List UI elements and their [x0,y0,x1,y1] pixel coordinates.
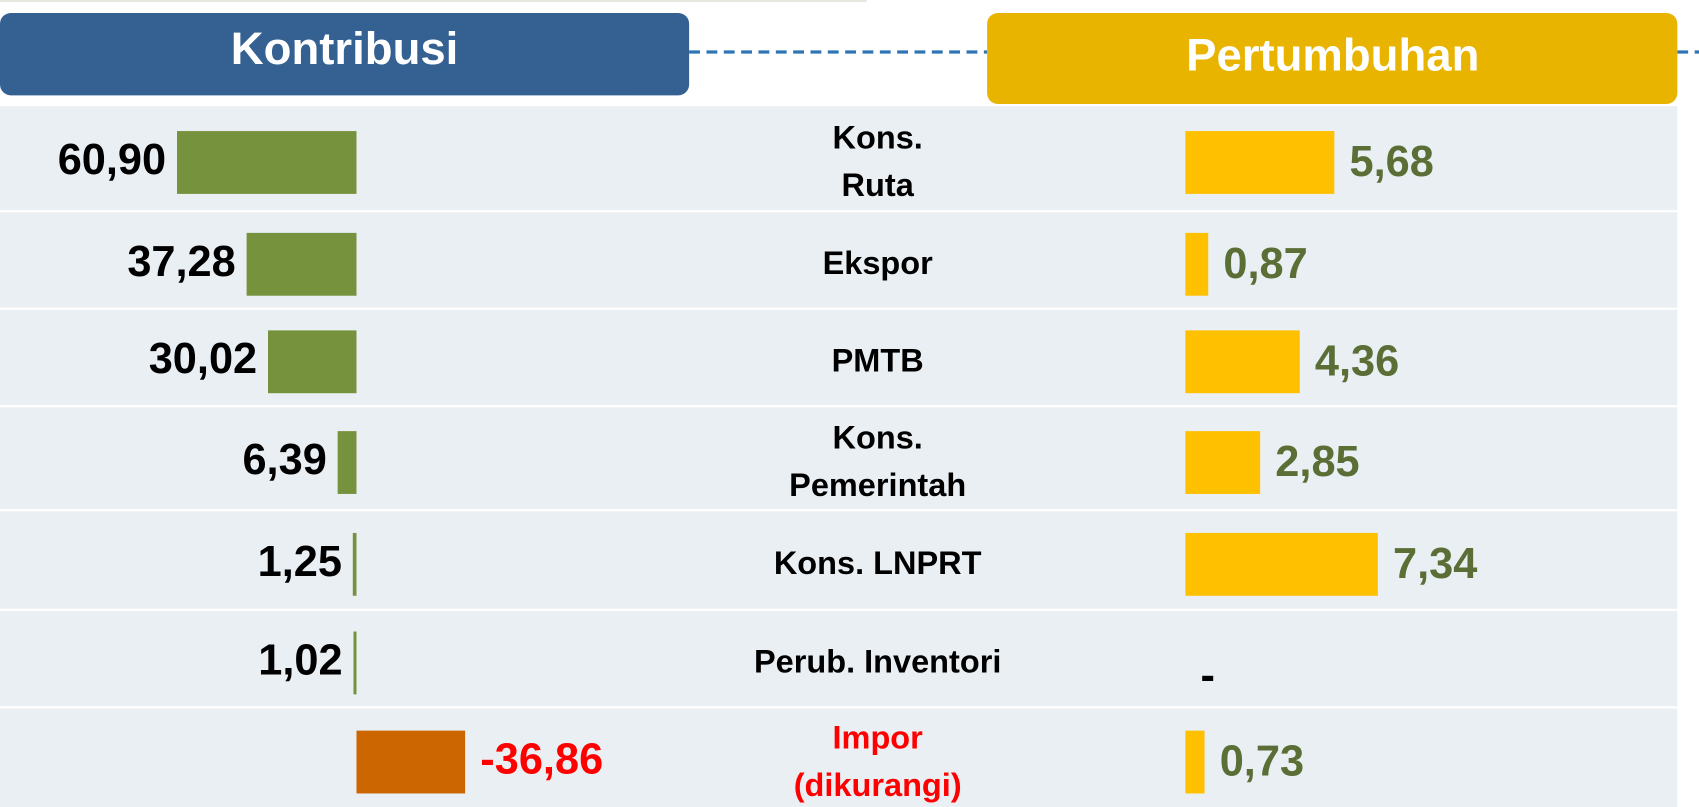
category-label-box: PMTB [831,343,924,380]
bar [352,532,357,596]
value-label: - [1201,652,1215,700]
row-background [0,610,1678,707]
header-box [987,12,1678,104]
value-label: 30,02 [149,335,257,383]
value-label: 5,68 [1350,138,1434,186]
value-label: 60,90 [58,136,166,184]
bar [1185,532,1378,596]
category-label-box: Impor (dikurangi) [793,719,962,804]
category-label-box: Kons. LNPRT [773,545,982,582]
bar [356,730,466,794]
bar [1185,431,1261,494]
row-background [0,708,1678,807]
category-label: Ekspor [822,245,933,282]
value-label: -36,86 [480,736,603,784]
bar [337,431,357,494]
value-label: 4,36 [1315,337,1399,385]
row-background [0,511,1678,609]
category-label: Kons. LNPRT [773,545,982,582]
row-background [0,407,1678,510]
bar [1185,131,1335,194]
bar [353,631,357,695]
header-box [0,12,690,96]
category-label: Kons. Ruta [832,120,923,204]
value-label: 2,85 [1275,438,1359,486]
bar [246,232,357,296]
category-label: Impor (dikurangi) [793,719,962,804]
value-label: 0,87 [1223,240,1307,288]
value-label: 1,02 [258,636,342,684]
category-label-box: Kons. Pemerintah [789,420,967,504]
category-label-box: Kons. Ruta [832,120,923,204]
value-label: 37,28 [127,238,235,286]
bar [268,330,357,394]
category-label: Kons. Pemerintah [789,420,967,504]
bar [1185,232,1209,296]
category-label-box: Ekspor [822,245,933,282]
bar [1185,330,1300,394]
header-title: Pertumbuhan [1186,30,1479,81]
value-label: 7,34 [1393,540,1477,588]
value-label: 1,25 [258,538,342,586]
bar [1185,730,1205,794]
value-label: 0,73 [1220,738,1304,786]
header-title: Kontribusi [231,23,459,74]
bar [176,131,357,194]
value-label: 6,39 [242,436,326,484]
category-label-box: Perub. Inventori [753,644,1002,681]
category-label: PMTB [831,343,924,380]
category-label: Perub. Inventori [753,644,1002,681]
